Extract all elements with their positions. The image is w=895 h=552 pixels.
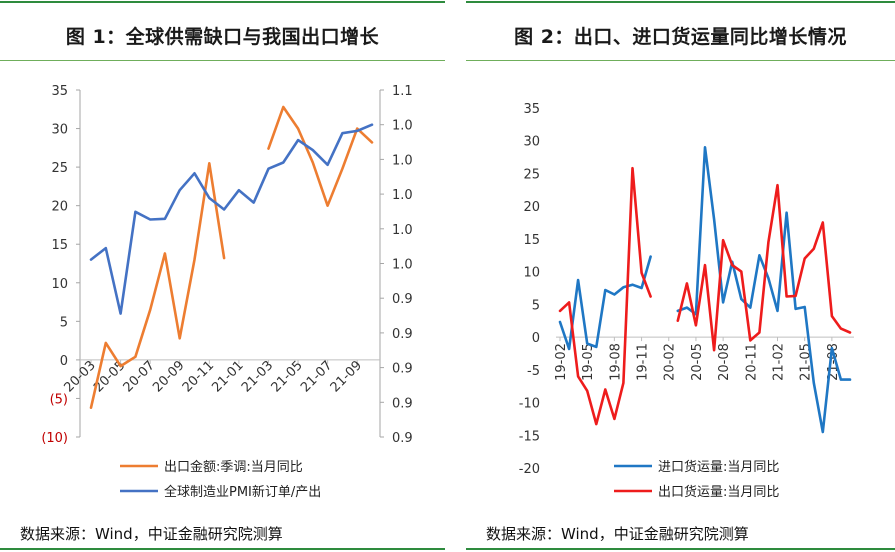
y-tick-label: -5: [527, 364, 540, 379]
x-tick-label: 20-05: [690, 343, 705, 381]
left-tick-label: 0: [60, 354, 68, 369]
bottom-rule: [0, 548, 445, 550]
y-tick-label: 35: [523, 102, 540, 117]
x-tick-label: 21-02: [772, 343, 787, 381]
x-tick-label: 20-08: [717, 343, 732, 381]
right-tick-label: 1.0: [392, 188, 413, 203]
left-tick-label: 25: [51, 161, 68, 176]
x-tick-label: 21-07: [298, 358, 335, 395]
y-tick-label: 30: [523, 135, 540, 150]
right-tick-label: 1.0: [392, 258, 413, 273]
right-tick-label: 0.9: [392, 431, 413, 446]
legend-label: 出口货运量:当月同比: [658, 484, 779, 500]
top-rule: [466, 1, 895, 3]
left-tick-label: 30: [51, 123, 68, 138]
x-tick-label: 20-11: [744, 343, 759, 381]
left-tick-label: 20: [51, 200, 68, 215]
figure-1-panel: 图 1：全球供需缺口与我国出口增长 35 30 25 20 15 10 5 0 (5) (10) 1…: [0, 0, 445, 552]
left-tick-label: (5): [50, 392, 68, 407]
left-tick-label: 35: [51, 84, 68, 99]
top-rule: [0, 1, 445, 3]
left-tick-label: 15: [51, 238, 68, 253]
left-tick-label: 10: [51, 277, 68, 292]
legend-label: 出口金额:季调:当月同比: [164, 459, 303, 475]
bottom-rule: [466, 548, 895, 550]
figure-1-title: 图 1：全球供需缺口与我国出口增长: [65, 26, 380, 48]
y-tick-label: -20: [519, 462, 540, 477]
y-tick-label: -15: [519, 429, 540, 444]
x-tick-label: 19-08: [608, 343, 623, 381]
figure-2-panel: 图 2：出口、进口货运量同比增长情况 35 30 25 20 15 10 5 0 -5 -10 -1…: [466, 0, 895, 552]
right-tick-label: 1.0: [392, 119, 413, 134]
x-tick-label: 19-05: [581, 343, 596, 381]
x-tick-label: 21-09: [328, 358, 365, 395]
y-tick-label: -10: [519, 397, 540, 412]
x-tick-label: 20-11: [180, 358, 217, 395]
legend-label: 进口货运量:当月同比: [658, 459, 779, 475]
export-freight-line: [558, 166, 652, 426]
y-tick-label: 20: [523, 200, 540, 215]
figure-1-source: 数据来源：Wind，中证金融研究院测算: [20, 525, 283, 543]
x-tick-label: 21-01: [209, 358, 246, 395]
figure-2-source: 数据来源：Wind，中证金融研究院测算: [486, 525, 749, 543]
export-value-line: [89, 162, 226, 410]
y-tick-label: 0: [532, 331, 540, 346]
x-tick-label: 19-11: [636, 343, 651, 381]
import-freight-line: [558, 255, 652, 351]
x-tick-label: 20-09: [150, 358, 187, 395]
right-tick-label: 1.0: [392, 153, 413, 168]
legend-label: 全球制造业PMI新订单/产出: [164, 484, 321, 500]
y-tick-label: 25: [523, 167, 540, 182]
export-freight-line: [676, 183, 852, 352]
x-tick-label: 21-05: [269, 358, 306, 395]
import-freight-line: [676, 146, 852, 434]
figure-2-chart: 35 30 25 20 15 10 5 0 -5 -10 -15 -20 19-02 19-05 19-08…: [519, 102, 854, 500]
right-tick-label: 0.9: [392, 396, 413, 411]
left-tick-label: (10): [41, 431, 68, 446]
figure-2-title: 图 2：出口、进口货运量同比增长情况: [514, 26, 847, 48]
right-tick-label: 0.9: [392, 327, 413, 342]
y-tick-label: 10: [523, 266, 540, 281]
export-value-line: [267, 105, 374, 207]
title-underline: [0, 60, 445, 61]
x-tick-label: 20-02: [663, 343, 678, 381]
left-tick-label: 5: [60, 315, 68, 330]
y-tick-label: 15: [523, 233, 540, 248]
figure-1-chart: 35 30 25 20 15 10 5 0 (5) (10) 1.1 1.0 1.0 1.0 1.0 1.0 0…: [41, 84, 413, 500]
title-underline: [466, 60, 895, 61]
x-tick-label: 19-02: [554, 343, 569, 381]
right-tick-label: 0.9: [392, 362, 413, 377]
right-tick-label: 1.0: [392, 223, 413, 238]
right-tick-label: 0.9: [392, 292, 413, 307]
x-tick-label: 21-03: [239, 358, 276, 395]
right-tick-label: 1.1: [392, 84, 413, 99]
y-tick-label: 5: [532, 298, 540, 313]
pmi-orders-output-line: [89, 123, 374, 315]
